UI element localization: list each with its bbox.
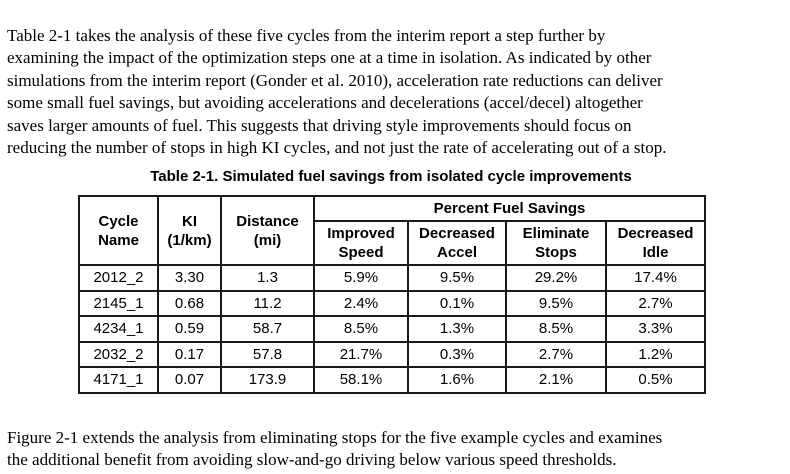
header-line: Stops bbox=[535, 244, 577, 261]
header-line: Improved bbox=[327, 225, 395, 242]
cell-cycle-name: 4171_1 bbox=[78, 366, 159, 394]
cell-decreased-accel: 0.3% bbox=[407, 340, 507, 368]
paragraph-line: examining the impact of the optimization… bbox=[7, 48, 652, 68]
cell-decreased-idle: 0.5% bbox=[604, 366, 707, 394]
fuel-savings-table: Cycle Name KI (1/km) Distance (mi) Perce… bbox=[78, 195, 707, 394]
cell-decreased-accel: 1.3% bbox=[407, 315, 507, 343]
paragraph-line: simulations from the interim report (Gon… bbox=[7, 70, 663, 90]
cell-improved-speed: 8.5% bbox=[313, 315, 409, 343]
cell-decreased-accel: 0.1% bbox=[407, 289, 507, 317]
header-line: Distance bbox=[236, 212, 299, 230]
cell-cycle-name: 2032_2 bbox=[78, 340, 159, 368]
table-caption: Table 2-1. Simulated fuel savings from i… bbox=[150, 168, 632, 185]
cell-improved-speed: 5.9% bbox=[313, 264, 409, 292]
paragraph-line: reducing the number of stops in high KI … bbox=[7, 138, 667, 158]
header-line: Decreased bbox=[419, 225, 495, 242]
cell-decreased-idle: 3.3% bbox=[604, 315, 707, 343]
column-header-eliminate-stops: Eliminate Stops bbox=[505, 220, 607, 266]
cell-ki: 0.07 bbox=[157, 366, 222, 394]
closing-paragraph: Figure 2-1 extends the analysis from eli… bbox=[7, 427, 785, 472]
paragraph-line: the additional benefit from avoiding slo… bbox=[7, 450, 617, 470]
table-row: 2145_1 0.68 11.2 2.4% 0.1% 9.5% 2.7% bbox=[78, 289, 707, 317]
table-row: 2032_2 0.17 57.8 21.7% 0.3% 2.7% 1.2% bbox=[78, 340, 707, 368]
cell-eliminate-stops: 2.1% bbox=[505, 366, 607, 394]
paragraph-line: some small fuel savings, but avoiding ac… bbox=[7, 93, 643, 113]
header-line: KI bbox=[182, 212, 197, 230]
table-header: Cycle Name KI (1/km) Distance (mi) Perce… bbox=[78, 195, 707, 266]
column-header-improved-speed: Improved Speed bbox=[313, 220, 409, 266]
column-header-ki: KI (1/km) bbox=[157, 195, 222, 266]
cell-ki: 0.68 bbox=[157, 289, 222, 317]
intro-paragraph: Table 2-1 takes the analysis of these fi… bbox=[7, 25, 785, 159]
cell-eliminate-stops: 2.7% bbox=[505, 340, 607, 368]
cell-ki: 0.17 bbox=[157, 340, 222, 368]
header-line: Speed bbox=[338, 244, 384, 261]
header-line: Decreased bbox=[617, 225, 694, 242]
cell-decreased-accel: 9.5% bbox=[407, 264, 507, 292]
paragraph-line: saves larger amounts of fuel. This sugge… bbox=[7, 115, 632, 135]
header-line: (mi) bbox=[253, 231, 282, 249]
header-line: Eliminate bbox=[522, 225, 590, 242]
cell-cycle-name: 2012_2 bbox=[78, 264, 159, 292]
header-line: Cycle bbox=[98, 212, 139, 230]
cell-eliminate-stops: 29.2% bbox=[505, 264, 607, 292]
cell-distance: 173.9 bbox=[220, 366, 315, 394]
table-row: 2012_2 3.30 1.3 5.9% 9.5% 29.2% 17.4% bbox=[78, 264, 707, 292]
cell-eliminate-stops: 8.5% bbox=[505, 315, 607, 343]
header-line: Name bbox=[98, 231, 139, 249]
cell-improved-speed: 2.4% bbox=[313, 289, 409, 317]
cell-improved-speed: 58.1% bbox=[313, 366, 409, 394]
cell-ki: 0.59 bbox=[157, 315, 222, 343]
cell-distance: 1.3 bbox=[220, 264, 315, 292]
cell-ki: 3.30 bbox=[157, 264, 222, 292]
column-header-distance: Distance (mi) bbox=[220, 195, 315, 266]
column-header-decreased-accel: Decreased Accel bbox=[407, 220, 507, 266]
cell-cycle-name: 2145_1 bbox=[78, 289, 159, 317]
cell-distance: 58.7 bbox=[220, 315, 315, 343]
cell-decreased-idle: 17.4% bbox=[604, 264, 707, 292]
cell-distance: 11.2 bbox=[220, 289, 315, 317]
cell-decreased-idle: 1.2% bbox=[604, 340, 707, 368]
cell-improved-speed: 21.7% bbox=[313, 340, 409, 368]
cell-cycle-name: 4234_1 bbox=[78, 315, 159, 343]
table-row: 4171_1 0.07 173.9 58.1% 1.6% 2.1% 0.5% bbox=[78, 366, 707, 394]
column-header-decreased-idle: Decreased Idle bbox=[604, 220, 707, 266]
cell-decreased-accel: 1.6% bbox=[407, 366, 507, 394]
cell-decreased-idle: 2.7% bbox=[604, 289, 707, 317]
header-line: Idle bbox=[642, 244, 669, 261]
table-row: 4234_1 0.59 58.7 8.5% 1.3% 8.5% 3.3% bbox=[78, 315, 707, 343]
group-header-percent-fuel-savings: Percent Fuel Savings bbox=[312, 195, 707, 222]
paragraph-line: Table 2-1 takes the analysis of these fi… bbox=[7, 26, 606, 45]
table-body: 2012_2 3.30 1.3 5.9% 9.5% 29.2% 17.4% 21… bbox=[78, 264, 707, 394]
paragraph-line: Figure 2-1 extends the analysis from eli… bbox=[7, 428, 663, 447]
cell-distance: 57.8 bbox=[220, 340, 315, 368]
header-line: Accel bbox=[436, 244, 478, 261]
header-line: (1/km) bbox=[167, 231, 212, 249]
column-header-cycle-name: Cycle Name bbox=[78, 195, 159, 266]
cell-eliminate-stops: 9.5% bbox=[505, 289, 607, 317]
